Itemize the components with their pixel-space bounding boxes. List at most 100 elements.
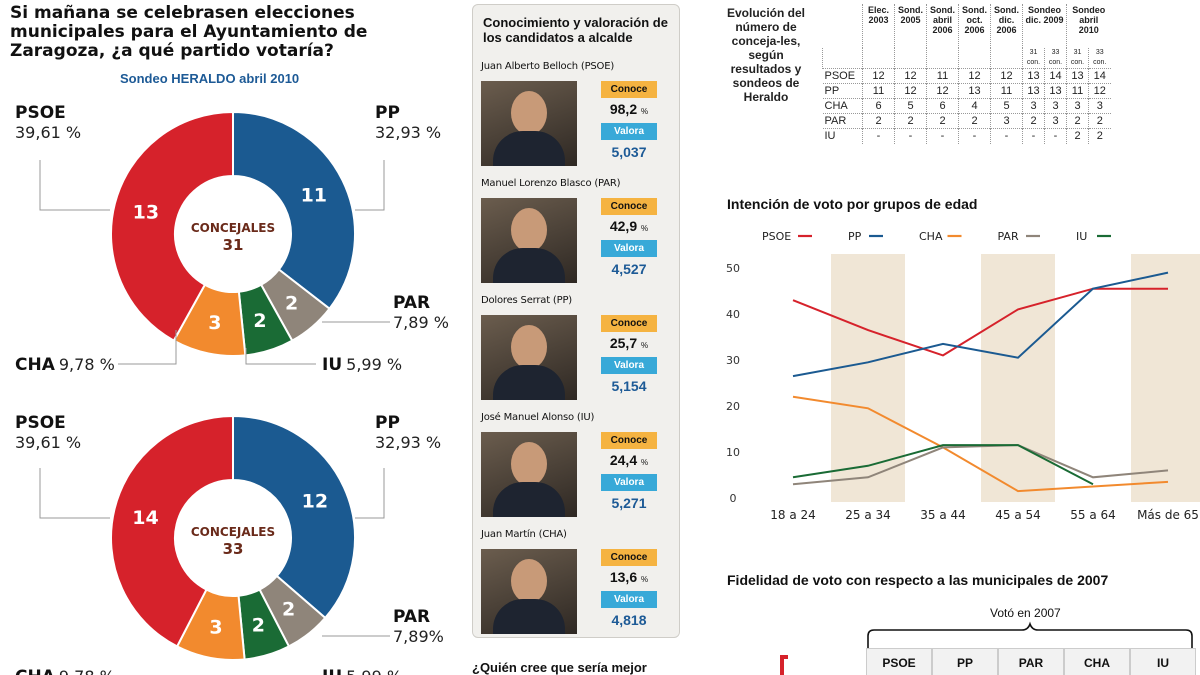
fidelity-column-pp: PP [932,648,998,675]
valora-value: 4,527 [611,261,647,277]
center-total: 31 [223,236,244,254]
candidate-photo [481,198,577,283]
legend-label-iu: IU [1076,230,1087,243]
series-line-iu [792,444,1094,486]
valora-value: 5,037 [611,144,647,160]
legend-label-par: PAR [998,230,1019,243]
seat-label-pp: 11 [301,184,327,206]
evolution-header: Sond. 2005 [894,4,927,48]
donut-slice-pp [232,110,356,311]
x-tick-label: 18 a 24 [770,508,816,522]
age-line-chart: 0 10 20 30 40 50 18 a 24 25 a 34 35 a 44 45 a 54 5… [726,230,1200,522]
conoce-label: Conoce [601,549,657,566]
conoce-label: Conoce [601,432,657,449]
age-chart-title: Intención de voto por grupos de edad [727,196,978,212]
candidate-photo [481,432,577,517]
series-line-par [792,444,1169,486]
candidate-card: Manuel Lorenzo Blasco (PAR) Conoce 42,9 … [481,178,671,290]
center-label: CONCEJALES [191,221,275,235]
evolution-header: Sond. oct. 2006 [958,4,991,48]
legend-label-cha: CHA [919,230,943,243]
x-tick-label: 45 a 54 [995,508,1041,522]
fidelity-brace [867,621,1193,648]
valora-label: Valora [601,240,657,257]
party-pct-pp: 32,93 % [375,123,441,142]
candidate-photo [481,549,577,634]
headline: Si mañana se celebrasen elecciones munic… [10,3,368,61]
party-label-par: PAR [393,293,430,313]
x-tick-label: 25 a 34 [845,508,891,522]
party-pct-par: 7,89 % [393,313,449,332]
leader-line-iu [245,348,316,365]
party-pct-psoe: 39,61 % [15,433,81,452]
leader-line-pp [355,468,385,519]
leader-line-pp [355,160,385,211]
fidelity-column-psoe: PSOE [866,648,932,675]
evolution-table: Elec. 2003 Sond. 2005 Sond. abril 2006 Sond… [822,4,1111,144]
evolution-header: Sondeo abril 2010 [1066,4,1111,48]
evolution-header: Sondeo dic. 2009 [1022,4,1067,48]
evolution-header: Sond. abril 2006 [926,4,959,48]
party-pct-psoe: 39,61 % [15,123,81,142]
seat-label-iu: 2 [253,310,266,332]
candidate-name: José Manuel Alonso (IU) [481,412,595,423]
party-label-par: PAR [393,607,430,627]
candidate-name: Juan Martín (CHA) [481,529,567,540]
seat-label-cha: 3 [209,616,222,638]
evolution-caption: Evolución del número de conceja-les, seg… [726,6,805,104]
donut-slice-psoe [110,414,234,648]
y-tick-label: 40 [726,308,740,321]
band [831,254,905,502]
y-tick-label: 10 [726,446,740,459]
best-candidate-question: ¿Quién cree que sería mejor [472,660,647,675]
band [1131,254,1200,502]
party-pct-par: 7,89% [393,627,444,646]
candidates-title: Conocimiento y valoración de los candida… [483,15,668,45]
valora-label: Valora [601,474,657,491]
evolution-subheader: 33 con. [1044,48,1067,69]
leader-line-cha [118,330,177,365]
x-tick-label: Más de 65 [1137,508,1199,522]
evolution-row: CHA 6 5 6 4 5 3 3 3 3 [822,98,1111,114]
x-tick-label: 35 a 44 [920,508,966,522]
evolution-subheader: 31 con. [1066,48,1089,69]
center-total: 33 [223,540,244,558]
evolution-row: IU - - - - - - -2 2 [822,128,1111,144]
conoce-value: 24,4 % [609,452,649,468]
center-label: CONCEJALES [191,525,275,539]
valora-value: 5,271 [611,495,647,511]
party-label-pp: PP [375,103,400,123]
candidate-photo [481,81,577,166]
valora-label: Valora [601,591,657,608]
candidate-card: Dolores Serrat (PP) Conoce 25,7 % Valora… [481,295,671,407]
seat-label-par: 2 [282,599,295,621]
fidelity-column-par: PAR [998,648,1064,675]
evolution-row: PAR 2 2 2 2 3 2 3 2 2 [822,113,1111,129]
party-pct-pp: 32,93 % [375,433,441,452]
evolution-row: PSOE 12 12 11 12 12 13 14 13 14 [822,68,1111,84]
candidate-name: Dolores Serrat (PP) [481,295,572,306]
fidelity-subtitle: Votó en 2007 [990,606,1061,620]
donut-slice-pp [232,414,356,620]
x-tick-label: 55 a 64 [1070,508,1116,522]
y-tick-label: 30 [726,354,740,367]
candidate-card: José Manuel Alonso (IU) Conoce 24,4 % Va… [481,412,671,524]
candidate-card: Juan Martín (CHA) Conoce 13,6 % Valora 4… [481,529,671,641]
conoce-value: 13,6 % [609,569,649,585]
fidelity-bracket-icon [780,655,788,675]
conoce-label: Conoce [601,315,657,332]
legend-label-pp: PP [848,230,862,243]
valora-label: Valora [601,123,657,140]
candidate-card: Juan Alberto Belloch (PSOE) Conoce 98,2 … [481,61,671,173]
party-label-iu: IU5,99 % [322,667,402,675]
conoce-value: 25,7 % [609,335,649,351]
evolution-header: Sond. dic. 2006 [990,4,1023,48]
evolution-subheader: 33 con. [1088,48,1111,69]
seat-label-par: 2 [285,292,298,314]
series-line-cha [792,395,1169,493]
conoce-value: 98,2 % [609,101,649,117]
fidelity-column-iu: IU [1130,648,1196,675]
